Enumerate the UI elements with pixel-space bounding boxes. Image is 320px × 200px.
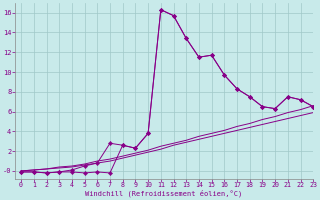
X-axis label: Windchill (Refroidissement éolien,°C): Windchill (Refroidissement éolien,°C) — [85, 190, 243, 197]
